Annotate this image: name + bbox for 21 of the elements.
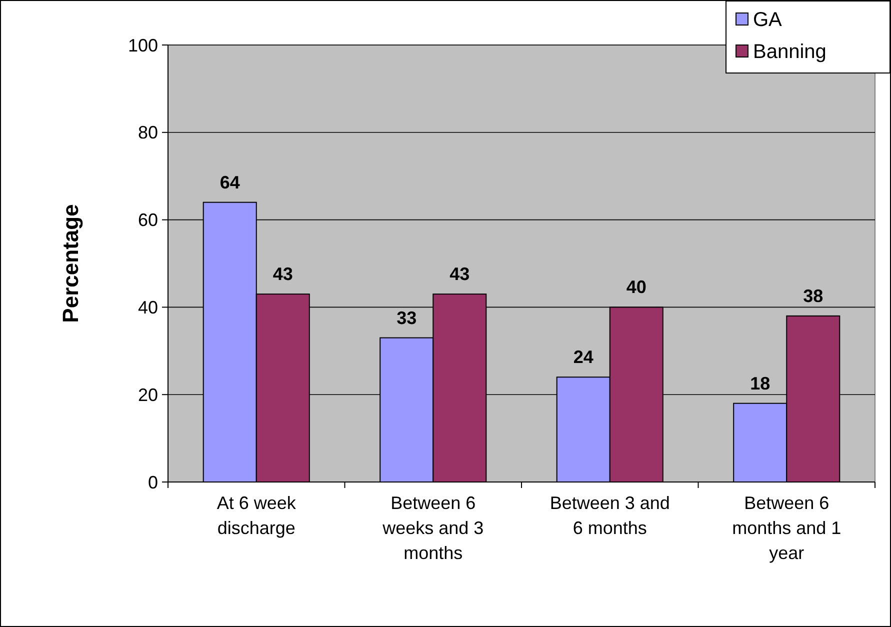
x-tick-label: Between 6 months and 1 year: [732, 493, 842, 563]
x-tick-label: Between 3 and 6 months: [550, 493, 670, 538]
x-tick-label: At 6 week discharge: [216, 493, 297, 538]
data-label: 43: [272, 264, 293, 284]
data-label: 33: [396, 308, 417, 328]
data-label: 43: [450, 264, 470, 284]
data-label: 40: [626, 277, 646, 298]
data-label: 38: [803, 286, 824, 306]
y-tick-label: 40: [138, 298, 158, 318]
y-tick-label: 100: [128, 35, 158, 56]
legend-label: Banning: [753, 41, 826, 63]
x-tick-label: Between 6 weeks and 3 months: [382, 493, 484, 563]
y-axis-title: Percentage: [58, 204, 83, 323]
y-tick-label: 20: [138, 384, 158, 405]
data-label: 18: [750, 373, 770, 394]
y-tick-label: 80: [138, 122, 158, 143]
y-tick-label: 60: [138, 210, 158, 230]
data-label: 64: [220, 172, 240, 192]
legend-label: GA: [753, 9, 783, 31]
y-tick-label: 0: [148, 472, 158, 492]
data-label: 24: [573, 347, 594, 368]
